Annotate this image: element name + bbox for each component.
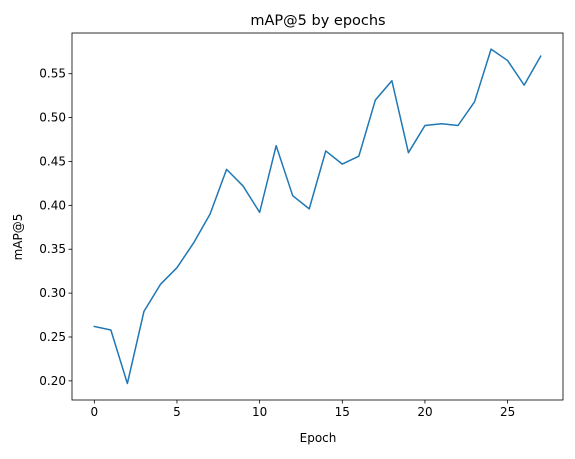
x-tick-label: 10 (252, 405, 267, 419)
y-tick-label: 0.55 (39, 67, 66, 81)
x-tick-label: 15 (335, 405, 350, 419)
y-tick-label: 0.20 (39, 374, 66, 388)
y-axis-label: mAP@5 (11, 214, 25, 261)
y-tick-label: 0.30 (39, 286, 66, 300)
y-tick-label: 0.50 (39, 111, 66, 125)
y-tick-label: 0.45 (39, 154, 66, 168)
y-tick-label: 0.35 (39, 242, 66, 256)
x-axis-label: Epoch (300, 431, 337, 445)
y-tick-label: 0.25 (39, 330, 66, 344)
x-tick-label: 20 (417, 405, 432, 419)
x-tick-label: 25 (500, 405, 515, 419)
chart-title: mAP@5 by epochs (250, 13, 385, 29)
series-line-0 (93, 48, 542, 385)
x-tick-label: 0 (90, 405, 98, 419)
plot-frame (71, 32, 564, 401)
y-tick-label: 0.40 (39, 198, 66, 212)
x-tick-label: 5 (173, 405, 181, 419)
plot-area: 0 5 10 15 20 25 0.20 0.25 0.30 0.35 0.40 0.45 0.50 0.… (39, 32, 564, 419)
